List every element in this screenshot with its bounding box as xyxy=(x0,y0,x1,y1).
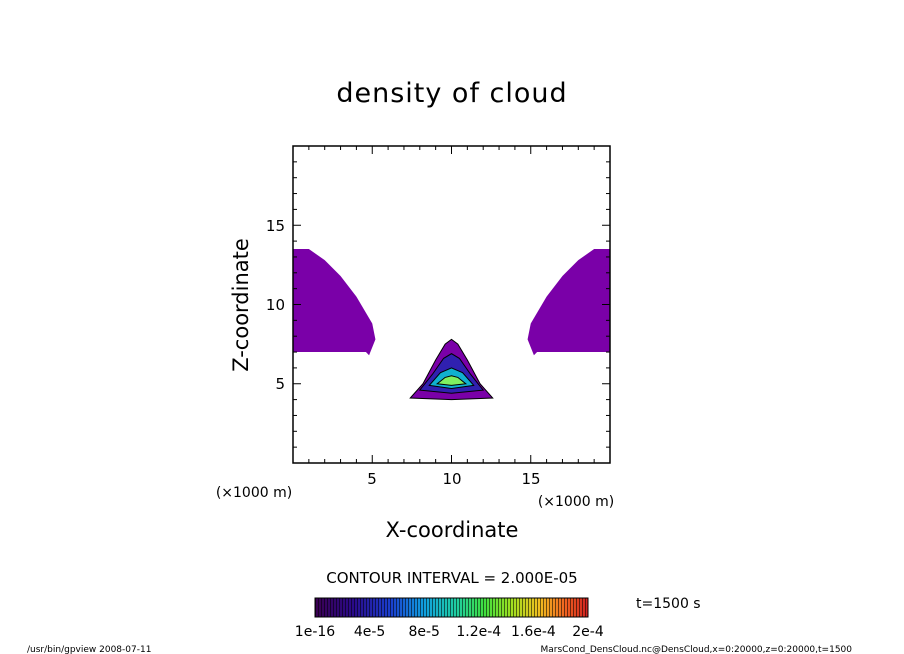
chart-title: density of cloud xyxy=(336,78,567,109)
footer-left: /usr/bin/gpview 2008-07-11 xyxy=(27,645,151,654)
footer-right: MarsCond_DensCloud.nc@DensCloud,x=0:2000… xyxy=(541,645,853,654)
axis-ticks xyxy=(293,146,610,463)
y-tick-label: 5 xyxy=(275,375,285,393)
colorbar xyxy=(314,597,589,618)
colorbar-tick-labels: 1e-16 4e-5 8e-5 1.2e-4 1.6e-4 2e-4 xyxy=(295,624,604,640)
y-tick-label: 10 xyxy=(266,296,285,314)
colorbar-tick-label: 1e-16 xyxy=(295,624,335,640)
colorbar-frame xyxy=(314,597,589,618)
right-cloud-region xyxy=(527,249,610,356)
y-tick-label: 15 xyxy=(266,217,285,235)
x-tick-label: 10 xyxy=(442,470,461,488)
contour-regions xyxy=(293,249,610,401)
x-tick-label: 15 xyxy=(521,470,540,488)
colorbar-tick-label: 8e-5 xyxy=(408,624,439,640)
colorbar-tick-label: 1.2e-4 xyxy=(456,624,501,640)
colorbar-tick-label: 4e-5 xyxy=(354,624,385,640)
contour-interval-label: CONTOUR INTERVAL = 2.000E-05 xyxy=(326,569,577,587)
center-blob-core-region xyxy=(435,375,468,386)
left-cloud-region xyxy=(293,249,376,356)
colorbar-tick-label: 1.6e-4 xyxy=(511,624,556,640)
x-tick-label: 5 xyxy=(367,470,377,488)
x-axis-label: X-coordinate xyxy=(386,518,519,542)
x-units-label: (×1000 m) xyxy=(538,494,614,510)
z-units-label: (×1000 m) xyxy=(216,485,292,501)
colorbar-stripes xyxy=(315,598,588,617)
y-axis-label: Z-coordinate xyxy=(229,238,253,372)
time-label: t=1500 s xyxy=(636,596,701,612)
colorbar-tick-label: 2e-4 xyxy=(572,624,604,640)
